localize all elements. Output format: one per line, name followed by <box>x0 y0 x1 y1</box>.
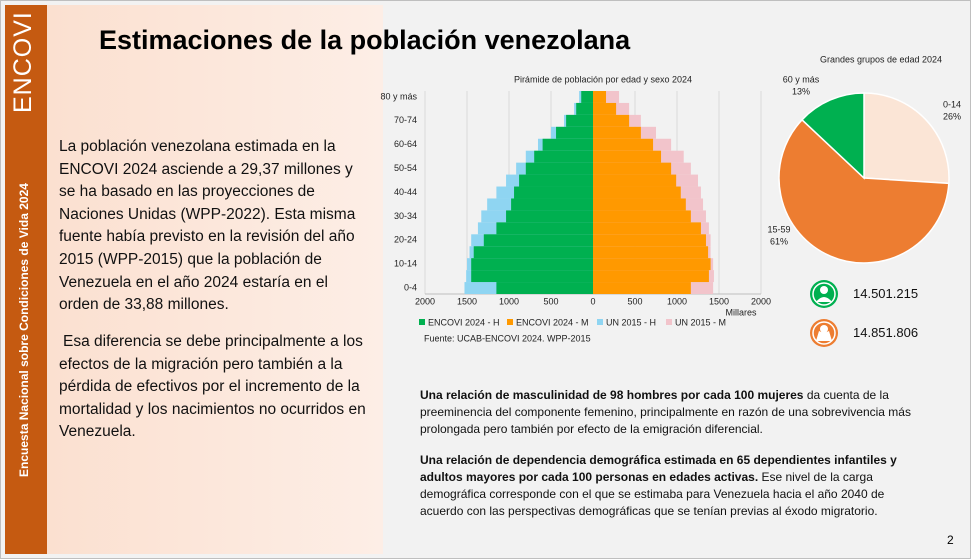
slice-label: 0-14 <box>943 99 961 109</box>
bar <box>473 246 593 259</box>
legend-swatch <box>666 319 672 325</box>
bar <box>581 91 593 103</box>
bar <box>593 246 709 259</box>
y-tick-label: 70-74 <box>394 115 417 125</box>
bar <box>496 222 593 235</box>
slice-value: 13% <box>792 86 810 96</box>
bar <box>514 186 593 199</box>
pie-slice <box>778 118 950 264</box>
note: Una relación de dependencia demográfica … <box>420 452 920 520</box>
female-icon-ring <box>812 321 836 345</box>
sidebar: ENCOVI Encuesta Nacional sobre Condicion… <box>5 5 47 554</box>
x-tick-label: 1000 <box>667 296 687 306</box>
female-icon-head <box>820 325 828 333</box>
pie-slice <box>863 92 950 185</box>
bar <box>534 150 593 163</box>
page-number: 2 <box>947 533 954 547</box>
y-tick-label: 40-44 <box>394 187 417 197</box>
bar <box>525 162 593 175</box>
bar <box>556 126 593 139</box>
x-axis-label: Millares <box>725 307 757 317</box>
x-tick-label: 1500 <box>709 296 729 306</box>
y-tick-label: 10-14 <box>394 259 417 269</box>
bar <box>519 174 593 187</box>
chart-title: Grandes grupos de edad 2024 <box>820 54 942 64</box>
bar <box>593 234 706 247</box>
x-tick-label: 500 <box>627 296 642 306</box>
y-tick-label: 60-64 <box>394 139 417 149</box>
male-icon-ring <box>812 282 836 306</box>
bar <box>593 91 607 103</box>
text-panel <box>47 5 383 554</box>
slice-value: 26% <box>943 111 961 121</box>
male-count: 14.501.215 <box>853 286 919 301</box>
bar <box>593 174 677 187</box>
x-tick-label: 0 <box>590 296 595 306</box>
note: Una relación de masculinidad de 98 hombr… <box>420 387 920 438</box>
legend-label: ENCOVI 2024 - H <box>428 317 500 327</box>
legend-swatch <box>419 319 425 325</box>
x-tick-label: 500 <box>543 296 558 306</box>
x-tick-label: 2000 <box>415 296 435 306</box>
bar <box>593 282 691 294</box>
y-tick-label: 0-4 <box>404 282 417 292</box>
note-bold: Una relación de dependencia demográfica … <box>420 453 897 484</box>
bar <box>593 270 709 283</box>
legend-label: UN 2015 - M <box>675 317 726 327</box>
bar <box>506 210 593 223</box>
x-tick-label: 1000 <box>499 296 519 306</box>
legend-swatch <box>507 319 513 325</box>
male-icon-head <box>820 286 828 294</box>
y-tick-label: 50-54 <box>394 163 417 173</box>
paragraph: La población venezolana estimada en la E… <box>59 138 356 314</box>
female-count: 14.851.806 <box>853 325 919 340</box>
bar <box>593 126 641 139</box>
legend-label: ENCOVI 2024 - M <box>516 317 589 327</box>
bar <box>593 198 686 211</box>
bar <box>593 138 654 151</box>
note-text: Ese nivel de la carga demográfica corres… <box>420 470 885 518</box>
bar <box>471 270 593 283</box>
y-tick-label: 20-24 <box>394 235 417 245</box>
male-icon-body <box>816 297 832 302</box>
bar <box>542 138 593 151</box>
female-icon-body <box>816 331 832 341</box>
bar <box>471 258 593 271</box>
bar <box>576 102 593 115</box>
note-bold: Una relación de masculinidad de 98 hombr… <box>420 388 804 402</box>
x-tick-label: 1500 <box>457 296 477 306</box>
slice-label: 60 y más <box>783 74 820 84</box>
bar <box>566 114 593 127</box>
bar <box>593 114 630 127</box>
bar <box>593 150 662 163</box>
note-text: da cuenta de la preeminencia del compone… <box>420 388 911 436</box>
bar <box>593 258 711 271</box>
slice-label: 15-59 <box>767 224 790 234</box>
legend-swatch <box>597 319 603 325</box>
bar <box>593 162 672 175</box>
bar <box>593 222 701 235</box>
chart-title: Pirámide de población por edad y sexo 20… <box>514 74 692 84</box>
y-tick-label: 30-34 <box>394 211 417 221</box>
bar <box>593 186 681 199</box>
bar <box>511 198 593 211</box>
paragraph: Esa diferencia se debe principalmente a … <box>59 333 366 441</box>
bar <box>593 102 617 115</box>
chart-source: Fuente: UCAB-ENCOVI 2024. WPP-2015 <box>424 333 591 343</box>
y-tick-label: 80 y más <box>380 91 417 101</box>
slice-value: 61% <box>770 236 788 246</box>
bar <box>496 282 593 294</box>
pie-slice <box>800 92 865 180</box>
bar <box>483 234 593 247</box>
bar <box>593 210 691 223</box>
legend-label: UN 2015 - H <box>606 317 656 327</box>
x-tick-label: 2000 <box>751 296 771 306</box>
slide-title: Estimaciones de la población venezolana <box>99 25 631 55</box>
